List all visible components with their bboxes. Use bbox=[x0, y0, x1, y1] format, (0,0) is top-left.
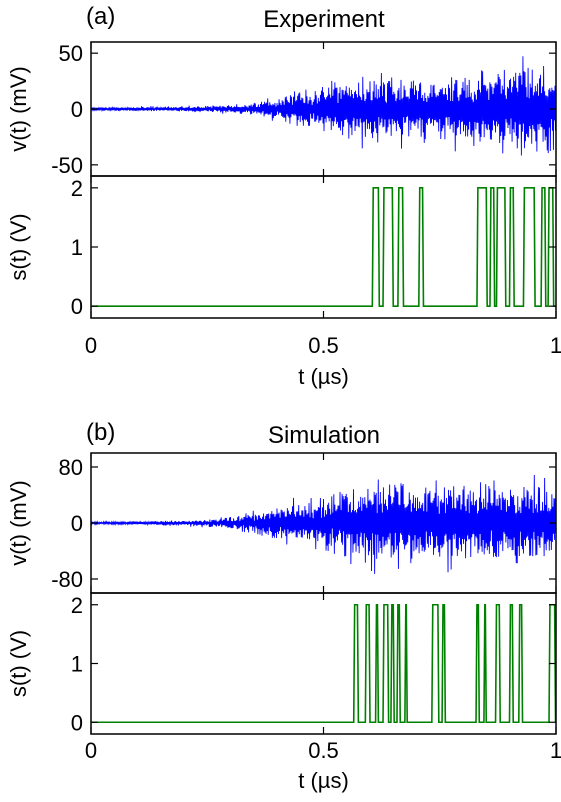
y-tick-label: 2 bbox=[71, 593, 83, 618]
y-axis-label: s(t) (V) bbox=[6, 630, 31, 697]
switch-trace bbox=[91, 187, 556, 307]
x-tick-label: 0.5 bbox=[308, 738, 339, 763]
x-tick-label: 0.5 bbox=[308, 333, 339, 358]
x-tick-label: 1 bbox=[550, 738, 561, 763]
chart-title: Simulation bbox=[268, 422, 380, 449]
x-tick-label: 0 bbox=[85, 333, 97, 358]
y-tick-label: 2 bbox=[71, 176, 83, 201]
voltage-trace bbox=[91, 475, 556, 574]
y-tick-label: -80 bbox=[51, 567, 83, 592]
y-tick-label: 1 bbox=[71, 235, 83, 260]
y-tick-label: 80 bbox=[59, 455, 83, 480]
switch-trace bbox=[91, 603, 556, 724]
y-tick-label: -50 bbox=[51, 153, 83, 178]
voltage-trace bbox=[91, 56, 556, 156]
x-axis-label: t (µs) bbox=[298, 364, 349, 389]
panel-tag: (a) bbox=[86, 3, 115, 30]
x-axis-label: t (µs) bbox=[298, 768, 349, 793]
y-tick-label: 0 bbox=[71, 97, 83, 122]
y-axis-label: v(t) (mV) bbox=[6, 66, 31, 152]
y-axis-label: v(t) (mV) bbox=[6, 480, 31, 566]
x-tick-label: 0 bbox=[85, 738, 97, 763]
y-tick-label: 0 bbox=[71, 511, 83, 536]
y-tick-label: 1 bbox=[71, 652, 83, 677]
chart-title: Experiment bbox=[263, 6, 385, 33]
y-axis-label: s(t) (V) bbox=[6, 213, 31, 280]
x-tick-label: 1 bbox=[550, 333, 561, 358]
y-tick-label: 0 bbox=[71, 294, 83, 319]
y-tick-label: 50 bbox=[59, 41, 83, 66]
y-tick-label: 0 bbox=[71, 710, 83, 735]
panel-tag: (b) bbox=[86, 419, 115, 446]
